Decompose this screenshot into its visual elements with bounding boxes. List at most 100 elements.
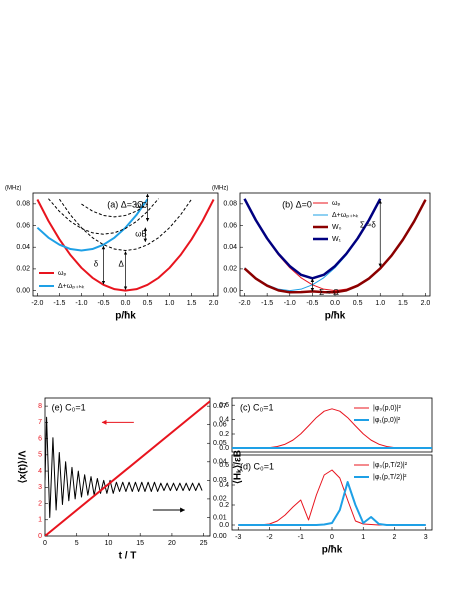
y-axis-label: (MHz) bbox=[5, 186, 21, 192]
x-tick-label: 0 bbox=[43, 540, 47, 547]
x-tick-label: 1.0 bbox=[165, 300, 175, 307]
y-tick-label: 0.0 bbox=[219, 522, 229, 529]
x-tick-label: 20 bbox=[168, 540, 176, 547]
series-line bbox=[81, 203, 148, 218]
legend-label: |φ₀(p,T/2)|² bbox=[373, 462, 408, 469]
y-axis-label: (MHz) bbox=[212, 186, 228, 192]
x-tick-label: 3 bbox=[424, 534, 428, 541]
annotation: ωC bbox=[135, 201, 147, 210]
panel-title: (c) C₀=1 bbox=[240, 402, 274, 412]
panel-title: (b) Δ=0 bbox=[282, 199, 312, 209]
y-tick-label: 0.4 bbox=[219, 416, 229, 423]
x-tick-label: 0.5 bbox=[143, 300, 153, 307]
x-tick-label: 1.5 bbox=[187, 300, 197, 307]
y-tick-label: 4 bbox=[38, 468, 42, 475]
panel-title: (d) C₀=1 bbox=[240, 461, 274, 471]
plot-area bbox=[238, 469, 426, 526]
y-tick-label: 0.02 bbox=[223, 266, 237, 273]
x-tick-label: -0.5 bbox=[97, 300, 109, 307]
y2-tick-label: 0.07 bbox=[213, 403, 227, 410]
x-tick-label: 2.0 bbox=[209, 300, 219, 307]
plot-frame bbox=[239, 192, 431, 297]
y-tick-label: 2 bbox=[38, 500, 42, 507]
x-tick-label: 2.0 bbox=[421, 300, 431, 307]
y-tick-label: 3 bbox=[38, 484, 42, 491]
plot-area bbox=[243, 198, 427, 294]
series-line bbox=[243, 198, 382, 280]
annotation: δ bbox=[94, 260, 99, 269]
legend-label: W₁ bbox=[332, 236, 342, 243]
y2-tick-label: 0.01 bbox=[213, 514, 227, 521]
legend-label: ωₚ bbox=[332, 200, 340, 207]
x-tick-label: 15 bbox=[136, 540, 144, 547]
legend-label: ωₚ bbox=[58, 270, 66, 277]
y-tick-label: 0.4 bbox=[219, 482, 229, 489]
series-line bbox=[48, 198, 159, 235]
y-tick-label: 0.04 bbox=[16, 244, 30, 251]
y-tick-label: 0.04 bbox=[223, 244, 237, 251]
y-tick-label: 7 bbox=[38, 419, 42, 426]
y-tick-label: 0 bbox=[38, 533, 42, 540]
x-tick-label: -1.0 bbox=[284, 300, 296, 307]
plot-area bbox=[45, 400, 210, 536]
series-line bbox=[244, 199, 381, 292]
annotation: Δ bbox=[118, 260, 124, 269]
y-tick-label: 0.08 bbox=[223, 201, 237, 208]
y2-tick-label: 0.03 bbox=[213, 477, 227, 484]
x-axis-label: p/ħk bbox=[325, 311, 346, 322]
x-axis-label: t / T bbox=[119, 551, 137, 562]
x-tick-label: 1.5 bbox=[398, 300, 408, 307]
y-tick-label: 0.2 bbox=[219, 502, 229, 509]
y2-tick-label: 0.06 bbox=[213, 422, 227, 429]
panel-title: (a) Δ=3Ω bbox=[107, 199, 144, 209]
legend-label: |φ₁(p,T/2)|² bbox=[373, 474, 407, 481]
series-line bbox=[59, 198, 192, 251]
x-tick-label: 1 bbox=[361, 534, 365, 541]
series-line bbox=[36, 198, 149, 252]
x-tick-label: 0 bbox=[330, 534, 334, 541]
legend-label: W₀ bbox=[332, 224, 342, 231]
y-tick-label: 0.2 bbox=[219, 431, 229, 438]
x-tick-label: -1.5 bbox=[53, 300, 65, 307]
x-tick-label: 10 bbox=[105, 540, 113, 547]
y-tick-label: 0.0 bbox=[219, 445, 229, 452]
y-tick-label: 5 bbox=[38, 452, 42, 459]
y2-tick-label: 0.00 bbox=[213, 533, 227, 540]
x-tick-label: 0.5 bbox=[353, 300, 363, 307]
x-tick-label: 25 bbox=[200, 540, 208, 547]
legend-label: Δ+ωₚ₊ₕₖ bbox=[58, 283, 85, 290]
legend-label: |φ₁(p,0)|² bbox=[373, 417, 401, 424]
series-line bbox=[36, 199, 215, 292]
x-tick-label: 0.0 bbox=[330, 300, 340, 307]
x-tick-label: -0.5 bbox=[306, 300, 318, 307]
y-tick-label: 0.6 bbox=[219, 402, 229, 409]
y-tick-label: 0.6 bbox=[219, 462, 229, 469]
x-tick-label: -1.0 bbox=[75, 300, 87, 307]
x-tick-label: -3 bbox=[235, 534, 241, 541]
x-tick-label: -2.0 bbox=[238, 300, 250, 307]
y2-tick-label: 0.05 bbox=[213, 440, 227, 447]
x-axis-label: p/ħk bbox=[115, 311, 136, 322]
series-line bbox=[243, 199, 427, 294]
y-tick-label: 1 bbox=[38, 517, 42, 524]
x-tick-label: -1 bbox=[298, 534, 304, 541]
y2-tick-label: 0.04 bbox=[213, 459, 227, 466]
panel: 0.0 0.2 0.4 0.6 (c) C₀=1 |φ₀(p,0)|² |φ₁(p,0)|² bbox=[219, 397, 433, 453]
panel: -2.0 -1.5 -1.0 -0.5 0.0 0.5 1.0 1.5 2.0 0.00 0.02 0… bbox=[212, 186, 430, 322]
y-tick-label: 0.06 bbox=[223, 222, 237, 229]
y-tick-label: 6 bbox=[38, 435, 42, 442]
x-tick-label: 5 bbox=[75, 540, 79, 547]
x-tick-label: 2 bbox=[393, 534, 397, 541]
plot-area bbox=[36, 198, 215, 292]
plot-frame bbox=[231, 397, 433, 453]
annotation: Σ ≈δ bbox=[360, 221, 377, 230]
x-tick-label: -1.5 bbox=[261, 300, 273, 307]
panel: -3 -2 -1 0 1 2 3 0.0 0.2 0.4 0.6 (d) C₀=1 p/ħk |φ₀(p,… bbox=[219, 454, 433, 556]
annotation: ωB bbox=[135, 229, 147, 238]
series-line bbox=[238, 481, 426, 526]
y2-axis-label: ⟨Hₖ⟩/εB bbox=[233, 450, 244, 484]
series-line bbox=[238, 408, 426, 449]
plot-area bbox=[232, 408, 432, 450]
x-tick-label: 1.0 bbox=[375, 300, 385, 307]
